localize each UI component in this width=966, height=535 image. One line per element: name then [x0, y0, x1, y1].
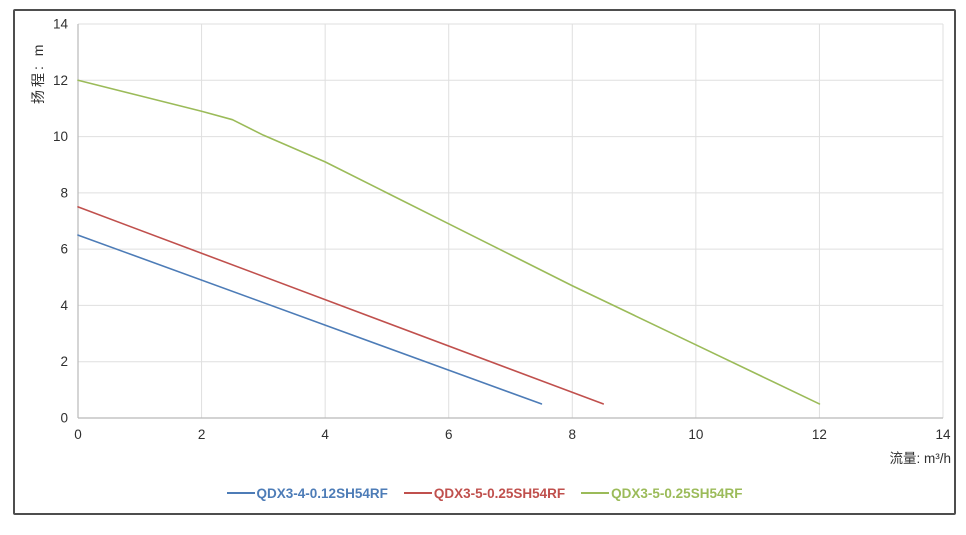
x-tick-label: 12: [812, 427, 827, 442]
legend-item-1: QDX3-5-0.25SH54RF: [403, 485, 566, 501]
y-axis-title: 扬程: m: [30, 42, 46, 104]
y-tick-label: 14: [53, 17, 69, 32]
series-layer: [77, 79, 821, 405]
x-tick-label: 4: [321, 427, 329, 442]
legend-line-swatch: [581, 492, 610, 494]
y-tick-label: 6: [60, 242, 68, 257]
x-tick-label: 2: [198, 427, 206, 442]
x-tick-label: 14: [935, 427, 951, 442]
legend-line-swatch: [403, 492, 432, 494]
legend-item-0: QDX3-4-0.12SH54RF: [226, 485, 388, 501]
y-tick-label: 8: [60, 185, 68, 200]
legend: QDX3-4-0.12SH54RF QDX3-5-0.25SH54RF QDX3-5…: [15, 484, 954, 502]
axis-layer: [77, 24, 943, 419]
x-tick-label: 6: [445, 427, 453, 442]
y-tick-label: 12: [53, 73, 68, 88]
legend-label: QDX3-5-0.25SH54RF: [433, 485, 566, 501]
x-axis-title: 流量: m³/h: [889, 451, 951, 466]
series-line-1: [77, 206, 604, 405]
chart-frame: 0 2 4 6 8 10 12 14 0 2 4 6 8 10 12 14 流量: m³/h 扬程: m QD…: [13, 9, 956, 515]
legend-item-2: QDX3-5-0.25SH54RF: [581, 486, 742, 501]
tick-labels-layer: 0 2 4 6 8 10 12 14 0 2 4 6 8 10 12 14: [53, 17, 951, 443]
y-tick-label: 2: [60, 354, 68, 369]
pump-performance-chart: 0 2 4 6 8 10 12 14 0 2 4 6 8 10 12 14 流量: m³/h 扬程: m: [30, 17, 951, 467]
y-tick-label: 0: [60, 411, 68, 426]
grid-layer: [78, 23, 944, 418]
legend-label: QDX3-4-0.12SH54RF: [256, 485, 388, 501]
x-tick-label: 10: [688, 427, 703, 442]
series-line-0: [77, 234, 543, 405]
series-line-2: [77, 79, 821, 405]
legend-label: QDX3-5-0.25SH54RF: [611, 485, 743, 501]
legend-line-swatch: [226, 492, 255, 494]
y-tick-label: 10: [53, 129, 68, 144]
y-tick-label: 4: [60, 298, 68, 313]
x-tick-label: 0: [74, 427, 82, 442]
x-tick-label: 8: [569, 427, 577, 442]
